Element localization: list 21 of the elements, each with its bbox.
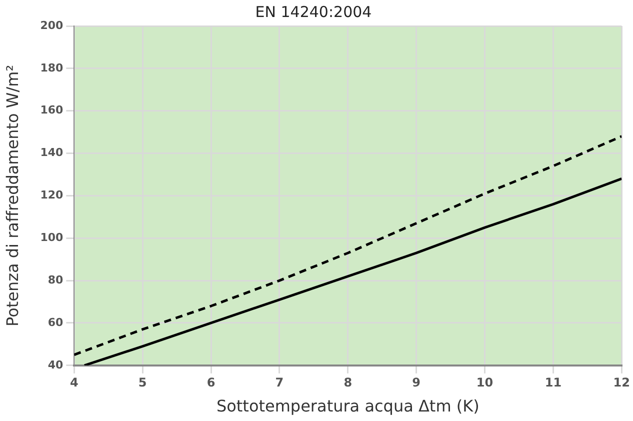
y-tick-label: 180 [40, 61, 64, 74]
y-tick-label: 80 [48, 273, 64, 286]
x-tick-label: 6 [206, 376, 216, 390]
y-tick-label: 200 [40, 18, 64, 32]
x-tick-label: 4 [70, 376, 78, 390]
y-tick-label: 100 [40, 230, 64, 244]
y-tick-label: 140 [40, 146, 64, 160]
x-tick-label: 8 [344, 376, 352, 390]
y-tick-label: 160 [40, 104, 64, 117]
x-tick-label: 10 [476, 376, 494, 390]
y-tick-label: 60 [48, 316, 64, 329]
y-axis-title: Potenza di raffreddamento W/m² [2, 64, 22, 327]
chart-title: EN 14240:2004 [255, 2, 372, 21]
x-tick-label: 9 [412, 376, 421, 390]
x-axis-title: Sottotemperatura acqua Δtm (K) [216, 396, 480, 416]
x-tick-label: 7 [275, 376, 284, 390]
x-tick-label: 11 [544, 376, 562, 390]
x-tick-label: 12 [613, 376, 630, 390]
x-tick-label: 5 [138, 376, 147, 390]
y-tick-label: 120 [40, 188, 64, 202]
y-tick-label: 40 [48, 358, 64, 372]
